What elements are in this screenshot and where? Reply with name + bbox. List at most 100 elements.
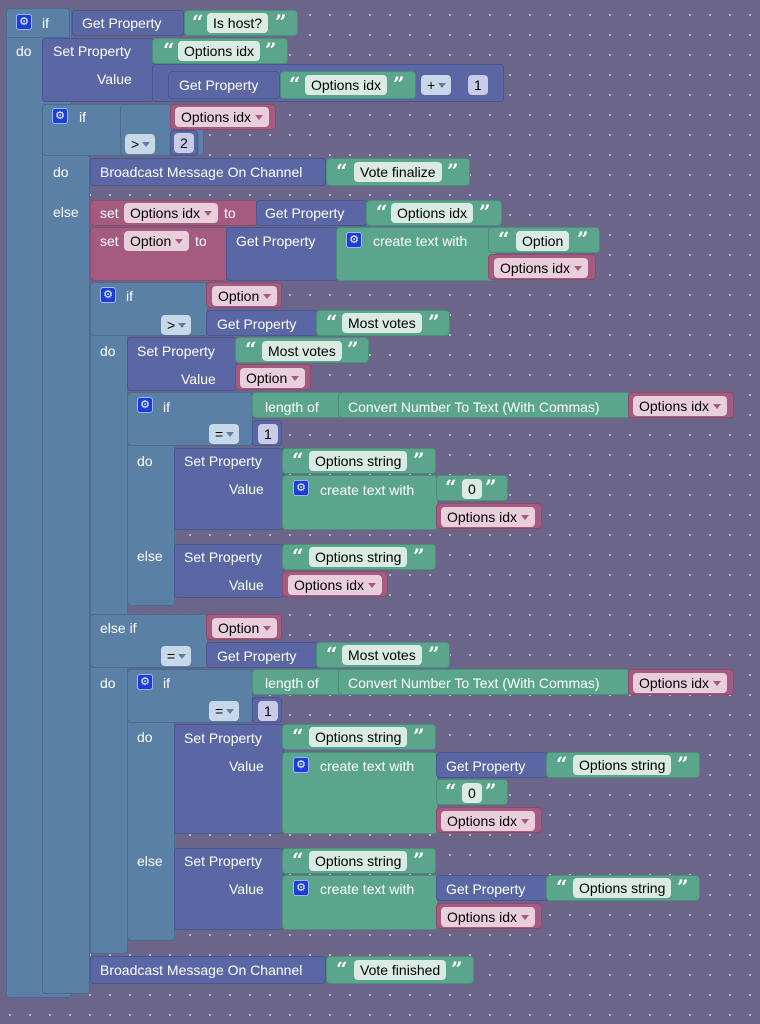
open-quote-icon: “ (289, 72, 301, 96)
convert-number-block[interactable] (338, 392, 630, 418)
broadcast-block[interactable] (90, 956, 326, 984)
text-field[interactable]: Options string (309, 547, 408, 567)
broadcast-block[interactable] (90, 158, 326, 186)
do-label: do (16, 43, 32, 59)
variable-dropdown[interactable]: Options idx (633, 673, 728, 693)
convert-number-label: Convert Number To Text (With Commas) (348, 399, 600, 415)
text-field[interactable]: Most votes (262, 341, 342, 361)
set-property-label: Set Property (53, 43, 131, 59)
get-property-block[interactable] (168, 71, 280, 99)
operator-dropdown[interactable]: = (209, 424, 240, 444)
open-quote-icon: “ (326, 310, 338, 334)
open-quote-icon: “ (292, 848, 304, 872)
get-property-block[interactable] (72, 10, 184, 36)
mutator-gear-icon[interactable]: ⚙ (346, 232, 362, 248)
variable-dropdown[interactable]: Options idx (494, 258, 589, 278)
mutator-gear-icon[interactable]: ⚙ (137, 397, 153, 413)
create-text-block[interactable] (336, 227, 496, 281)
operator-dropdown[interactable]: + (421, 75, 452, 95)
set-property-block[interactable] (127, 337, 237, 391)
set-property-block[interactable] (174, 544, 284, 598)
variable-dropdown[interactable]: Option (240, 368, 306, 388)
variable-dropdown[interactable]: Options idx (441, 907, 536, 927)
get-property-label: Get Property (446, 758, 526, 774)
open-quote-icon: “ (163, 38, 175, 62)
mutator-gear-icon[interactable]: ⚙ (100, 287, 116, 303)
get-property-block[interactable] (206, 310, 318, 336)
do-label: do (100, 343, 116, 359)
text-field[interactable]: Options string (573, 755, 672, 775)
text-field[interactable]: 0 (462, 783, 482, 803)
value-label: Value (229, 577, 264, 593)
open-quote-icon: “ (292, 724, 304, 748)
operator-dropdown[interactable]: = (209, 701, 240, 721)
number-field[interactable]: 1 (258, 701, 278, 721)
text-field[interactable]: Vote finalize (354, 162, 442, 182)
set-property-block[interactable] (42, 38, 154, 102)
set-property-label: Set Property (184, 730, 262, 746)
if-else-block[interactable] (42, 104, 90, 994)
convert-number-block[interactable] (338, 669, 630, 695)
text-field[interactable]: Options string (309, 851, 408, 871)
variable-dropdown[interactable]: Options idx (441, 811, 536, 831)
if-label: if (42, 15, 49, 31)
text-field[interactable]: Options idx (178, 41, 261, 61)
get-property-label: Get Property (179, 77, 259, 93)
text-field[interactable]: Vote finished (354, 960, 447, 980)
mutator-gear-icon[interactable]: ⚙ (293, 480, 309, 496)
value-label: Value (229, 881, 264, 897)
number-field[interactable]: 2 (174, 133, 194, 153)
open-quote-icon: “ (326, 642, 338, 666)
variable-dropdown[interactable]: Options idx (175, 107, 270, 127)
mutator-gear-icon[interactable]: ⚙ (137, 674, 153, 690)
text-field[interactable]: Option (516, 231, 570, 251)
text-field[interactable]: Options string (309, 451, 408, 471)
text-field[interactable]: Most votes (342, 645, 422, 665)
operator-dropdown[interactable]: > (125, 134, 156, 154)
mutator-gear-icon[interactable]: ⚙ (293, 880, 309, 896)
variable-dropdown[interactable]: Options idx (124, 203, 219, 223)
length-of-block[interactable] (252, 392, 342, 418)
get-property-block[interactable] (256, 200, 368, 226)
mutator-gear-icon[interactable]: ⚙ (52, 108, 68, 124)
text-field[interactable]: Options string (309, 727, 408, 747)
text-field[interactable]: Most votes (342, 313, 422, 333)
variable-dropdown[interactable]: Option (124, 231, 190, 251)
close-quote-icon: ” (265, 38, 277, 62)
close-quote-icon: ” (479, 200, 491, 224)
get-property-block[interactable] (436, 752, 548, 778)
to-label: to (224, 205, 236, 221)
get-property-block[interactable] (206, 642, 318, 668)
text-field[interactable]: Options idx (305, 75, 388, 95)
operator-dropdown[interactable]: = (161, 646, 192, 666)
create-text-label: create text with (320, 482, 415, 498)
open-quote-icon: “ (336, 159, 348, 183)
text-field[interactable]: Options string (573, 878, 672, 898)
get-property-label: Get Property (82, 15, 162, 31)
close-quote-icon: ” (413, 724, 425, 748)
set-property-block[interactable] (174, 724, 284, 834)
variable-dropdown[interactable]: Options idx (288, 575, 383, 595)
open-quote-icon: “ (556, 875, 568, 899)
set-property-block[interactable] (174, 448, 284, 530)
text-field[interactable]: 0 (462, 479, 482, 499)
number-field[interactable]: 1 (468, 75, 488, 95)
close-quote-icon: ” (413, 848, 425, 872)
get-property-block[interactable] (226, 227, 338, 281)
variable-dropdown[interactable]: Options idx (441, 507, 536, 527)
variable-dropdown[interactable]: Option (212, 618, 278, 638)
number-field[interactable]: 1 (258, 424, 278, 444)
mutator-gear-icon[interactable]: ⚙ (293, 757, 309, 773)
variable-dropdown[interactable]: Options idx (633, 396, 728, 416)
operator-dropdown[interactable]: > (161, 315, 192, 335)
open-quote-icon: “ (336, 957, 348, 981)
open-quote-icon: “ (292, 544, 304, 568)
if-header (127, 392, 253, 446)
variable-dropdown[interactable]: Option (212, 286, 278, 306)
mutator-gear-icon[interactable]: ⚙ (16, 14, 32, 30)
text-field[interactable]: Options idx (391, 203, 474, 223)
create-text-label: create text with (373, 233, 468, 249)
text-field[interactable]: Is host? (207, 13, 269, 33)
get-property-block[interactable] (436, 875, 548, 901)
